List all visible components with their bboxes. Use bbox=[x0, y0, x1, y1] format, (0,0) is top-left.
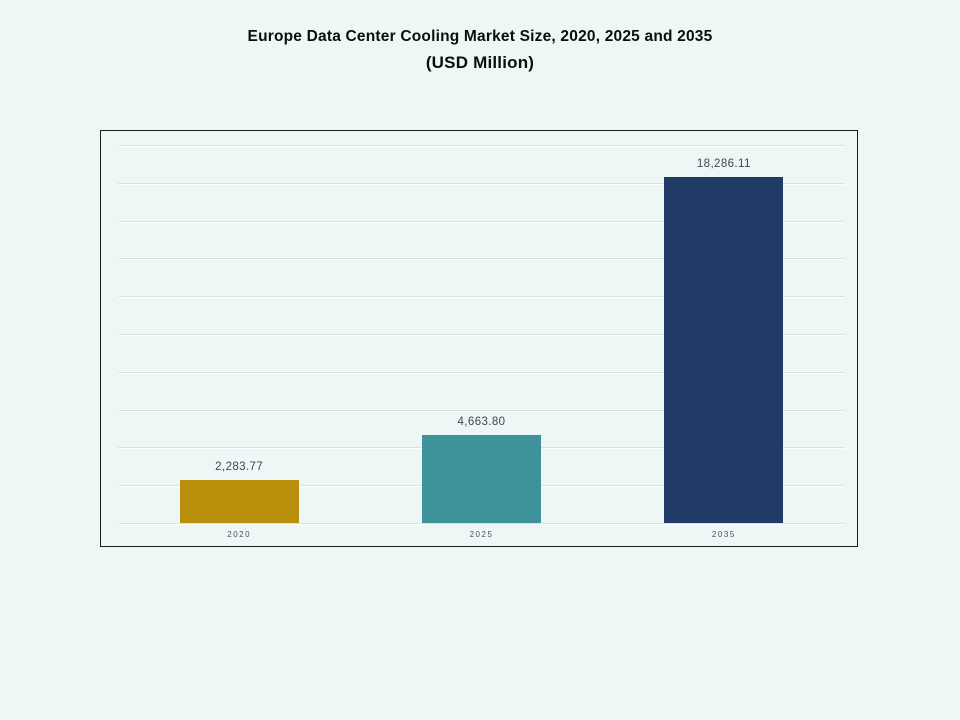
gridline bbox=[118, 145, 845, 146]
bar-2020 bbox=[179, 479, 299, 523]
gridline bbox=[118, 334, 845, 335]
gridline bbox=[118, 523, 845, 524]
x-tick-label-2035: 2035 bbox=[711, 530, 736, 539]
x-tick-label-2025: 2025 bbox=[469, 530, 494, 539]
bar-value-label-2025: 4,663.80 bbox=[457, 415, 506, 428]
gridline bbox=[118, 258, 845, 260]
chart-title-block: Europe Data Center Cooling Market Size, … bbox=[0, 28, 960, 73]
bar-2035 bbox=[664, 177, 784, 523]
gridline bbox=[118, 409, 845, 411]
chart-subtitle: (USD Million) bbox=[425, 53, 535, 72]
gridline bbox=[118, 182, 845, 184]
gridline bbox=[118, 220, 845, 222]
bar-value-label-2020: 2,283.77 bbox=[215, 460, 264, 473]
gridline bbox=[118, 296, 845, 298]
chart-title: Europe Data Center Cooling Market Size, … bbox=[247, 28, 713, 45]
plot-area: 2,283.77 2020 4,663.80 2025 18,286.11 2035 bbox=[101, 131, 857, 546]
bar-2025 bbox=[422, 434, 541, 523]
bar-value-label-2035: 18,286.11 bbox=[696, 158, 751, 171]
chart-frame: 2,283.77 2020 4,663.80 2025 18,286.11 2035 bbox=[100, 130, 858, 547]
x-tick-label-2020: 2020 bbox=[227, 530, 252, 539]
gridline bbox=[118, 371, 845, 373]
